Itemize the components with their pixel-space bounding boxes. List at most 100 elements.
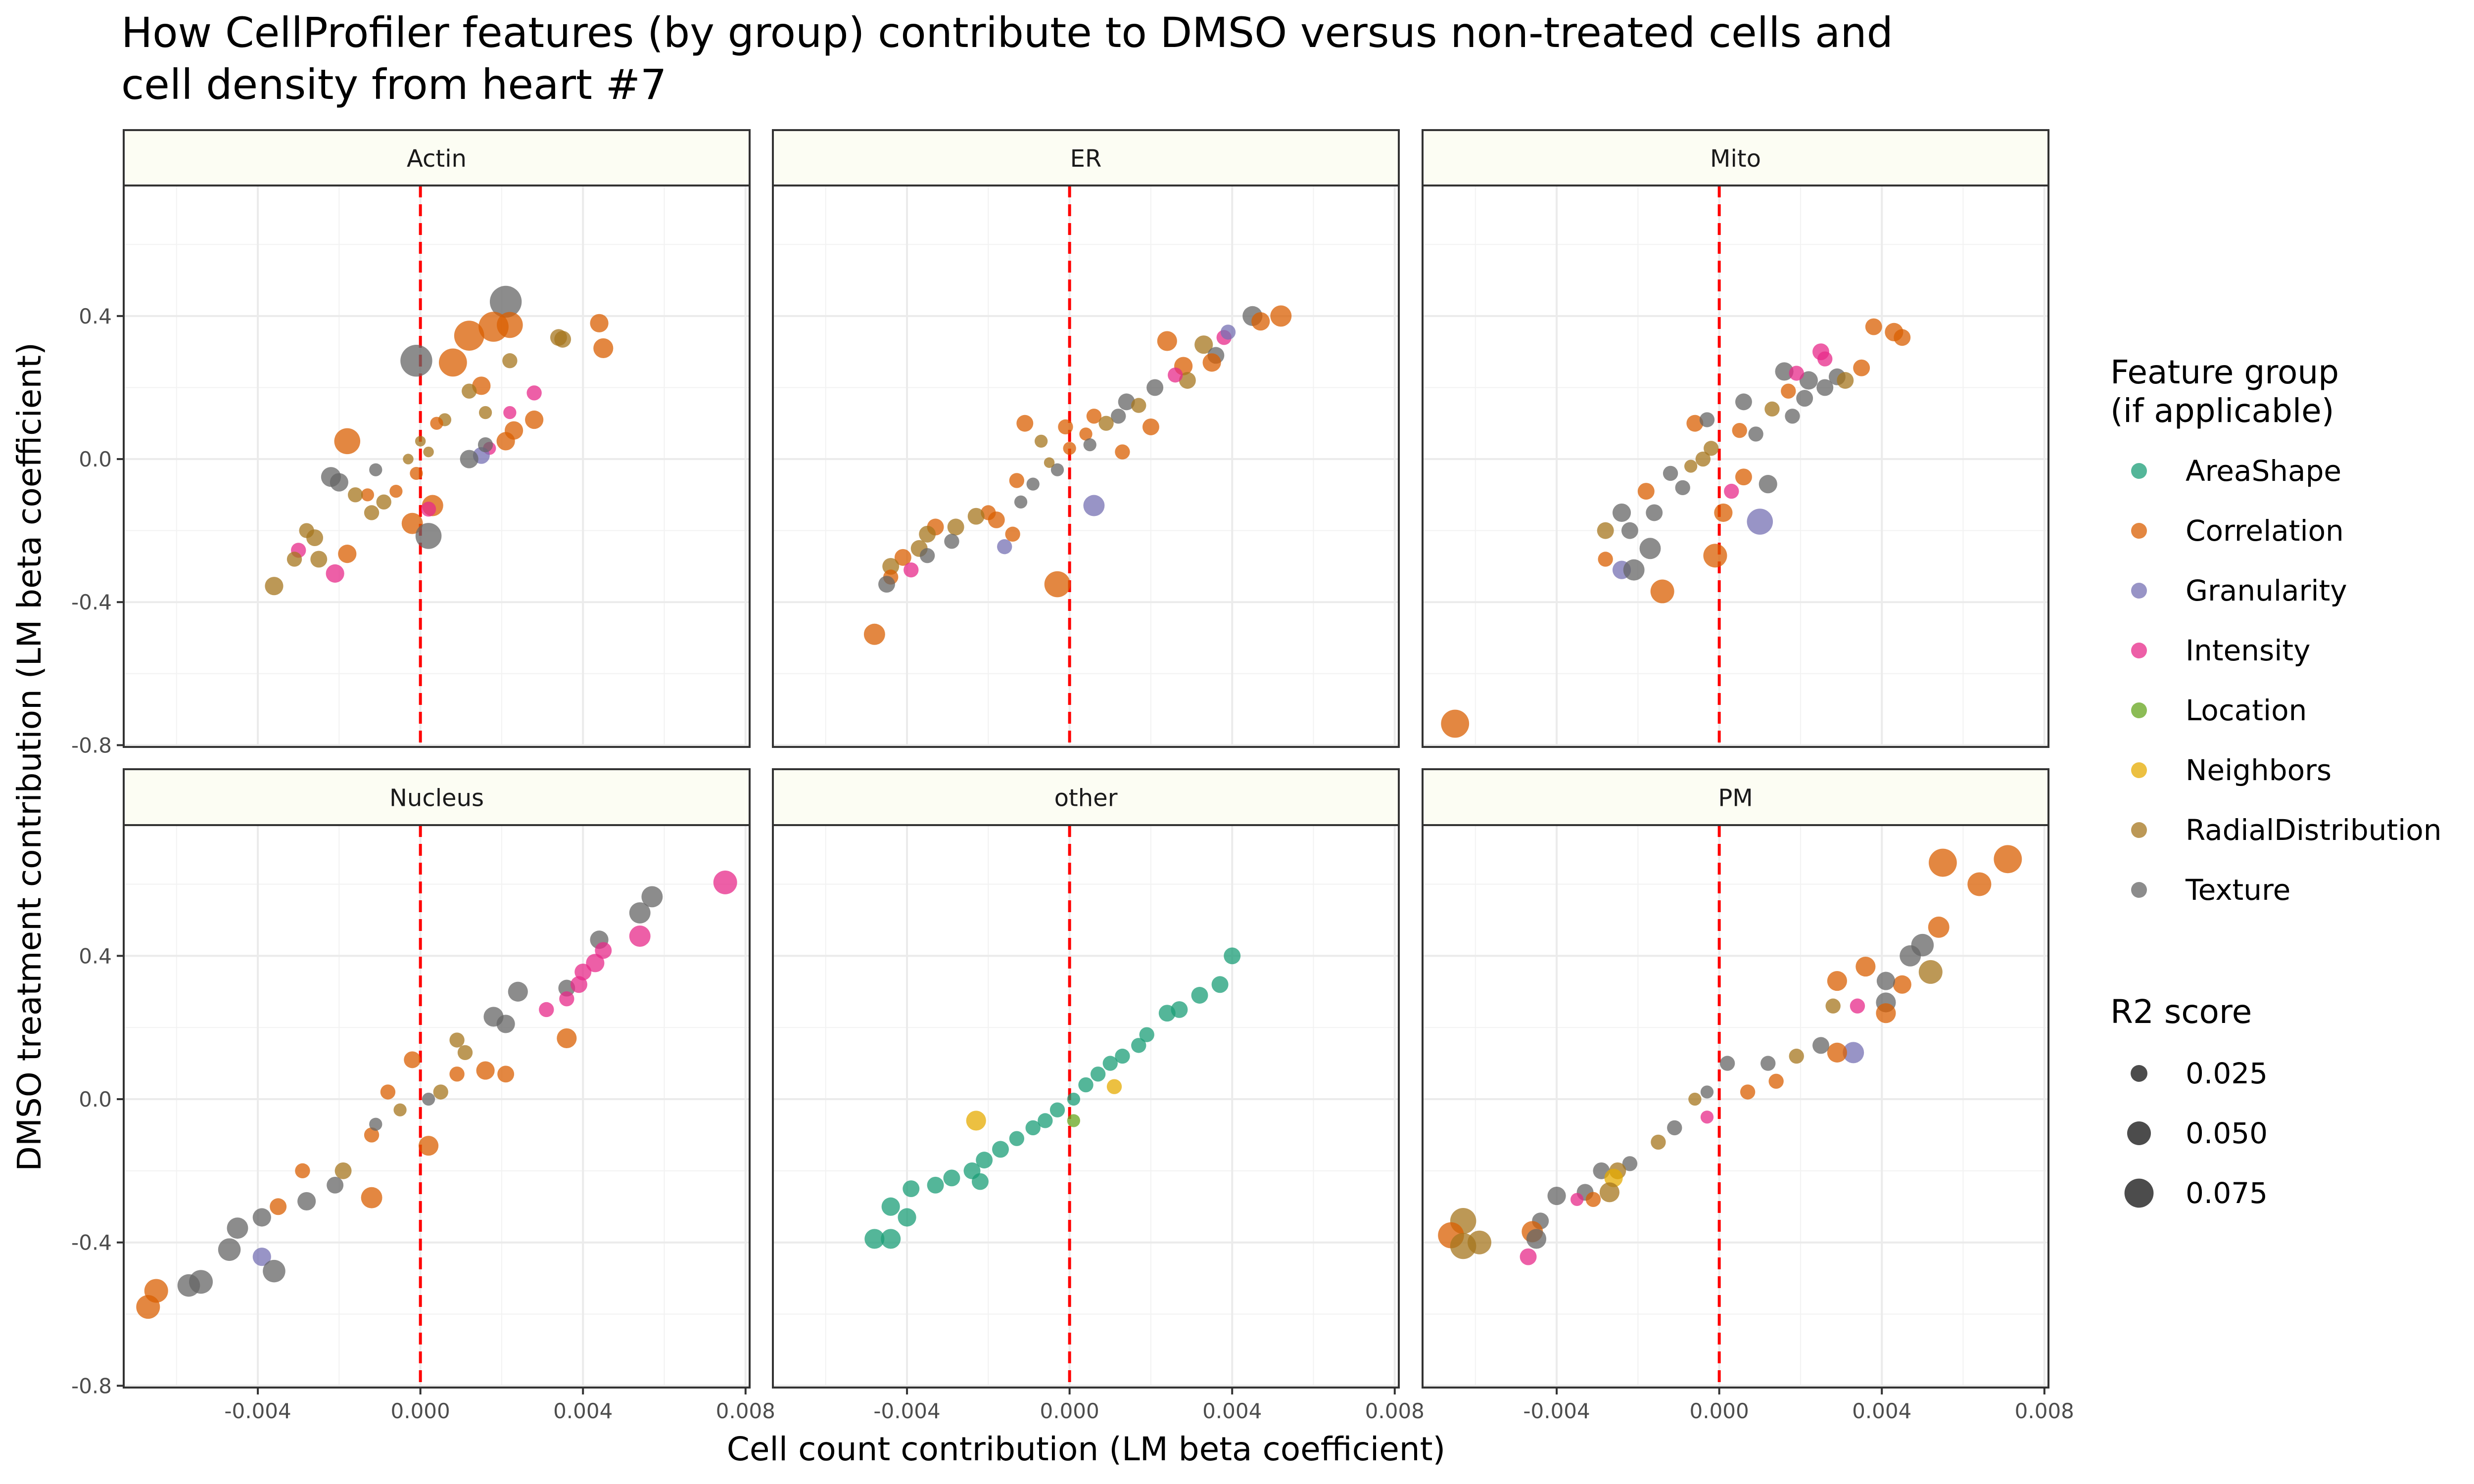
data-point-correlation (1994, 845, 2022, 874)
legend-label-location: Location (2186, 694, 2307, 727)
legend-color-title: (if applicable) (2110, 392, 2334, 430)
data-point-intensity (571, 976, 587, 993)
data-point-correlation (1893, 975, 1911, 994)
data-point-radialdistribution (502, 353, 518, 369)
data-point-areashape (1009, 1131, 1025, 1146)
data-point-texture (297, 1192, 316, 1211)
data-point-radialdistribution (310, 551, 328, 568)
data-point-texture (1900, 945, 1921, 967)
data-point-areashape (881, 1229, 901, 1249)
data-point-intensity (1700, 1111, 1714, 1124)
data-point-texture (218, 1238, 241, 1261)
data-point-areashape (1049, 1102, 1065, 1117)
data-point-texture (1719, 1056, 1735, 1071)
legend-size-key (2124, 1178, 2154, 1208)
data-point-correlation (1441, 709, 1470, 738)
legend-label-intensity: Intensity (2186, 634, 2310, 667)
data-point-texture (1876, 972, 1896, 990)
data-point-radialdistribution (1597, 522, 1614, 539)
legend-label-radialdistribution: RadialDistribution (2186, 813, 2442, 847)
data-point-correlation (1876, 1003, 1896, 1023)
data-point-areashape (1025, 1120, 1041, 1136)
data-point-correlation (1735, 468, 1752, 486)
data-point-radialdistribution (376, 494, 391, 510)
data-point-radialdistribution (1098, 416, 1114, 431)
data-point-correlation (497, 1066, 515, 1083)
data-point-neighbors (966, 1111, 986, 1131)
data-point-radialdistribution (334, 1162, 352, 1179)
data-point-texture (1639, 538, 1661, 559)
data-point-radialdistribution (286, 552, 302, 567)
y-tick-label: -0.8 (71, 733, 112, 757)
data-point-intensity (539, 1002, 554, 1018)
legend-size-label: 0.075 (2186, 1176, 2268, 1210)
data-point-intensity (326, 564, 344, 583)
data-point-radialdistribution (1468, 1230, 1491, 1254)
facet-panel-nucleus: Nucleus (123, 768, 751, 1389)
y-tick-label: 0.0 (79, 1087, 112, 1112)
data-point-texture (1799, 371, 1818, 390)
data-point-correlation (894, 549, 911, 566)
x-tick-label: 0.000 (1690, 1399, 1749, 1423)
data-point-radialdistribution (1918, 960, 1943, 984)
data-point-radialdistribution (403, 454, 414, 464)
x-axis-label: Cell count contribution (LM beta coeffic… (727, 1430, 1446, 1468)
data-point-correlation (418, 1136, 439, 1156)
y-tick-label: -0.4 (71, 1231, 112, 1255)
data-point-radialdistribution (1651, 1134, 1666, 1150)
x-tick-label: -0.004 (224, 1399, 291, 1423)
data-point-areashape (1102, 1056, 1118, 1071)
data-point-areashape (881, 1197, 900, 1216)
y-tick-label: 0.0 (79, 447, 112, 471)
y-axis-label: DMSO treatment contribution (LM beta coe… (10, 342, 48, 1171)
data-point-correlation (1703, 544, 1727, 568)
data-point-texture (878, 576, 895, 593)
strip-background (772, 129, 1400, 186)
data-point-texture (327, 1176, 344, 1194)
data-point-correlation (1856, 956, 1876, 977)
strip-background (1422, 129, 2049, 186)
data-point-correlation (1086, 409, 1102, 424)
legend-key-granularity (2131, 583, 2147, 599)
strip-background (123, 129, 751, 186)
data-point-correlation (1270, 305, 1292, 327)
data-point-radialdistribution (265, 577, 284, 596)
x-tick-label: 0.004 (553, 1399, 613, 1423)
strip-label: Actin (407, 145, 467, 173)
data-point-intensity (1789, 366, 1804, 381)
data-point-granularity (1747, 509, 1773, 535)
data-point-intensity (629, 926, 651, 947)
data-point-texture (1759, 475, 1777, 494)
x-tick-label: 0.008 (716, 1399, 775, 1423)
legend-label-areashape: AreaShape (2186, 454, 2341, 488)
legend-key-texture (2131, 882, 2147, 898)
x-tick-label: 0.004 (1202, 1399, 1262, 1423)
data-point-correlation (1865, 318, 1882, 335)
data-point-areashape (927, 1176, 944, 1194)
data-point-correlation (364, 1127, 380, 1143)
data-point-correlation (1781, 383, 1796, 399)
data-point-intensity (421, 502, 436, 517)
data-point-radialdistribution (457, 1045, 473, 1061)
data-point-texture (1735, 393, 1752, 411)
strip-label: Mito (1710, 145, 1761, 173)
data-point-areashape (1191, 987, 1208, 1004)
data-point-texture (1026, 477, 1040, 491)
data-point-radialdistribution (882, 557, 900, 575)
data-point-correlation (270, 1198, 287, 1215)
data-point-texture (1612, 503, 1631, 522)
data-point-correlation (1598, 552, 1613, 567)
data-point-texture (227, 1217, 248, 1239)
data-point-correlation (1157, 331, 1177, 351)
data-point-location (1067, 1114, 1081, 1127)
data-point-intensity (595, 942, 612, 959)
data-point-radialdistribution (449, 1032, 465, 1048)
data-point-areashape (864, 1229, 885, 1249)
data-point-intensity (559, 991, 574, 1007)
strip-background (1422, 768, 2049, 826)
data-point-texture (944, 534, 959, 549)
panel-background (773, 825, 1399, 1388)
data-point-texture (1146, 379, 1164, 396)
data-point-radialdistribution (433, 1084, 448, 1100)
x-tick-label: -0.004 (1523, 1399, 1590, 1423)
